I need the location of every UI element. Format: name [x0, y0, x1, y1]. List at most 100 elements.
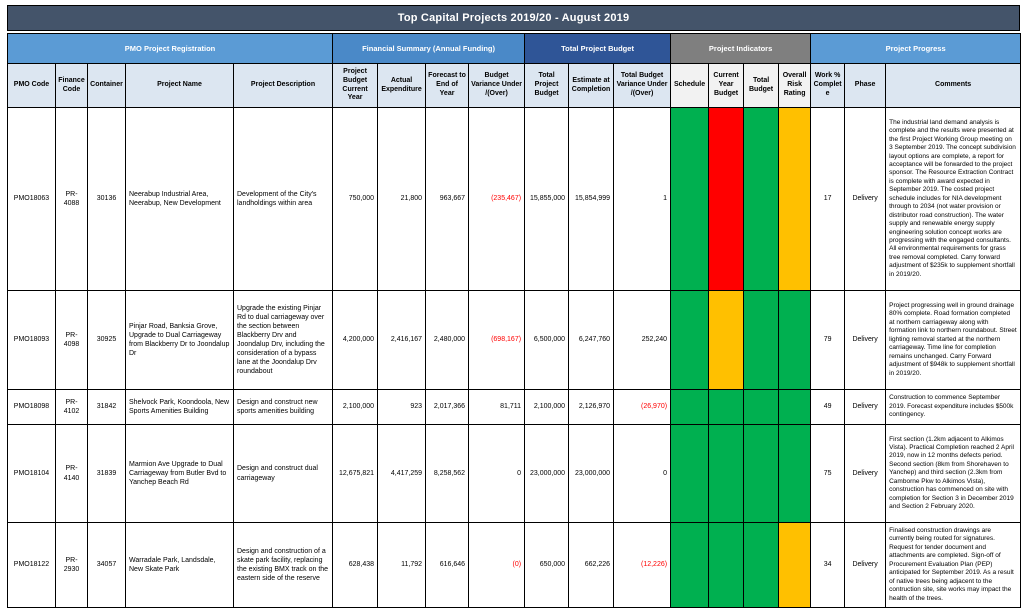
schedule-indicator [670, 290, 710, 390]
projects-body: PMO18063 PR-4088 30136 Neerabup Industrial … [7, 107, 1022, 608]
finance-code-cell: PR-4088 [55, 107, 88, 291]
forecast-end-year-cell: 963,667 [425, 107, 470, 291]
estimate-at-completion-cell: 23,000,000 [568, 424, 615, 523]
column-header-project-description: Project Description [232, 63, 334, 108]
column-header-comments: Comments [885, 63, 1022, 108]
budget-current-year-cell: 750,000 [332, 107, 379, 291]
work-pct-complete-cell: 34 [810, 522, 846, 608]
work-pct-complete-cell: 17 [810, 107, 846, 291]
group-header-financial-summary-annual-funding: Financial Summary (Annual Funding) [332, 33, 526, 64]
total-budget-indicator [743, 424, 780, 523]
finance-code-cell: PR-2930 [55, 522, 88, 608]
actual-expenditure-cell: 2,416,167 [377, 290, 427, 390]
estimate-at-completion-cell: 662,226 [568, 522, 615, 608]
project-name-cell: Marmion Ave Upgrade to Dual Carriageway … [125, 424, 234, 523]
column-header-overall-risk: Overall Risk Rating [778, 63, 812, 108]
schedule-indicator [670, 107, 710, 291]
project-name-cell: Warradale Park, Landsdale, New Skate Par… [125, 522, 234, 608]
comments-cell: First section (1.2km adjacent to Alkimos… [885, 424, 1022, 523]
column-header-estimate-at-completion: Estimate at Completion [568, 63, 615, 108]
total-budget-indicator [743, 107, 780, 291]
project-name-cell: Neerabup Industrial Area, Neerabup, New … [125, 107, 234, 291]
total-budget-variance-cell: (12,226) [613, 522, 672, 608]
total-budget-variance-cell: 252,240 [613, 290, 672, 390]
actual-expenditure-cell: 21,800 [377, 107, 427, 291]
overall-risk-indicator [778, 424, 812, 523]
total-project-budget-cell: 6,500,000 [524, 290, 570, 390]
estimate-at-completion-cell: 15,854,999 [568, 107, 615, 291]
total-budget-variance-cell: (26,970) [613, 389, 672, 425]
pmo-code-cell: PMO18122 [7, 522, 56, 608]
total-project-budget-cell: 15,855,000 [524, 107, 570, 291]
project-row: PMO18063 PR-4088 30136 Neerabup Industrial … [7, 107, 1022, 291]
column-header-project-name: Project Name [125, 63, 234, 108]
project-description-cell: Design and construct new sports amenitie… [232, 389, 334, 425]
finance-code-cell: PR-4140 [55, 424, 88, 523]
budget-variance-cell: (235,467) [468, 107, 526, 291]
comments-cell: Project progressing well in ground drain… [885, 290, 1022, 390]
container-cell: 30925 [87, 290, 126, 390]
comments-cell: The industrial land demand analysis is c… [885, 107, 1022, 291]
project-row: PMO18098 PR-4102 31842 Shelvock Park, Koond… [7, 389, 1022, 425]
comments-cell: Finalised construction drawings are curr… [885, 522, 1022, 608]
project-description-cell: Design and construct dual carriageway [232, 424, 334, 523]
project-name-cell: Shelvock Park, Koondoola, New Sports Ame… [125, 389, 234, 425]
container-cell: 31839 [87, 424, 126, 523]
group-header-project-progress: Project Progress [810, 33, 1022, 64]
work-pct-complete-cell: 49 [810, 389, 846, 425]
phase-cell: Delivery [844, 107, 887, 291]
project-row: PMO18093 PR-4098 30925 Pinjar Road, Banksia… [7, 290, 1022, 390]
column-header-current-year-budget: Current Year Budget [708, 63, 745, 108]
overall-risk-indicator [778, 522, 812, 608]
work-pct-complete-cell: 75 [810, 424, 846, 523]
budget-current-year-cell: 628,438 [332, 522, 379, 608]
column-header-budget-current-year: Project Budget Current Year [332, 63, 379, 108]
work-pct-complete-cell: 79 [810, 290, 846, 390]
pmo-code-cell: PMO18098 [7, 389, 56, 425]
current-year-budget-indicator [708, 424, 745, 523]
finance-code-cell: PR-4098 [55, 290, 88, 390]
total-project-budget-cell: 2,100,000 [524, 389, 570, 425]
phase-cell: Delivery [844, 522, 887, 608]
project-name-cell: Pinjar Road, Banksia Grove, Upgrade to D… [125, 290, 234, 390]
phase-cell: Delivery [844, 424, 887, 523]
project-description-cell: Development of the City's landholdings w… [232, 107, 334, 291]
schedule-indicator [670, 522, 710, 608]
group-header-row: PMO Project Registration Financial Summar… [6, 33, 1022, 64]
container-cell: 34057 [87, 522, 126, 608]
budget-variance-cell: 0 [468, 424, 526, 523]
comments-cell: Construction to commence September 2019.… [885, 389, 1022, 425]
total-budget-variance-cell: 0 [613, 424, 672, 523]
schedule-indicator [670, 424, 710, 523]
budget-variance-cell: (698,167) [468, 290, 526, 390]
total-project-budget-cell: 650,000 [524, 522, 570, 608]
forecast-end-year-cell: 8,258,562 [425, 424, 470, 523]
actual-expenditure-cell: 923 [377, 389, 427, 425]
column-header-pmo-code: PMO Code [7, 63, 56, 108]
container-cell: 31842 [87, 389, 126, 425]
column-header-total-budget-variance: Total Budget Variance Under /(Over) [613, 63, 672, 108]
group-header-project-indicators: Project Indicators [670, 33, 812, 64]
column-header-work-pct-complete: Work % Complete [810, 63, 846, 108]
column-header-budget-variance: Budget Variance Under /(Over) [468, 63, 526, 108]
column-header-phase: Phase [844, 63, 887, 108]
overall-risk-indicator [778, 389, 812, 425]
pmo-code-cell: PMO18093 [7, 290, 56, 390]
phase-cell: Delivery [844, 290, 887, 390]
total-budget-indicator [743, 522, 780, 608]
column-header-forecast-end-year: Forecast to End of Year [425, 63, 470, 108]
column-header-finance-code: Finance Code [55, 63, 88, 108]
current-year-budget-indicator [708, 107, 745, 291]
total-budget-indicator [743, 290, 780, 390]
column-header-schedule: Schedule [670, 63, 710, 108]
current-year-budget-indicator [708, 290, 745, 390]
budget-variance-cell: (0) [468, 522, 526, 608]
forecast-end-year-cell: 2,480,000 [425, 290, 470, 390]
group-header-total-project-budget: Total Project Budget [524, 33, 672, 64]
pmo-code-cell: PMO18104 [7, 424, 56, 523]
column-header-row: PMO Code Finance Code Container Project Nam… [7, 63, 1022, 108]
estimate-at-completion-cell: 2,126,970 [568, 389, 615, 425]
container-cell: 30136 [87, 107, 126, 291]
actual-expenditure-cell: 11,792 [377, 522, 427, 608]
current-year-budget-indicator [708, 522, 745, 608]
